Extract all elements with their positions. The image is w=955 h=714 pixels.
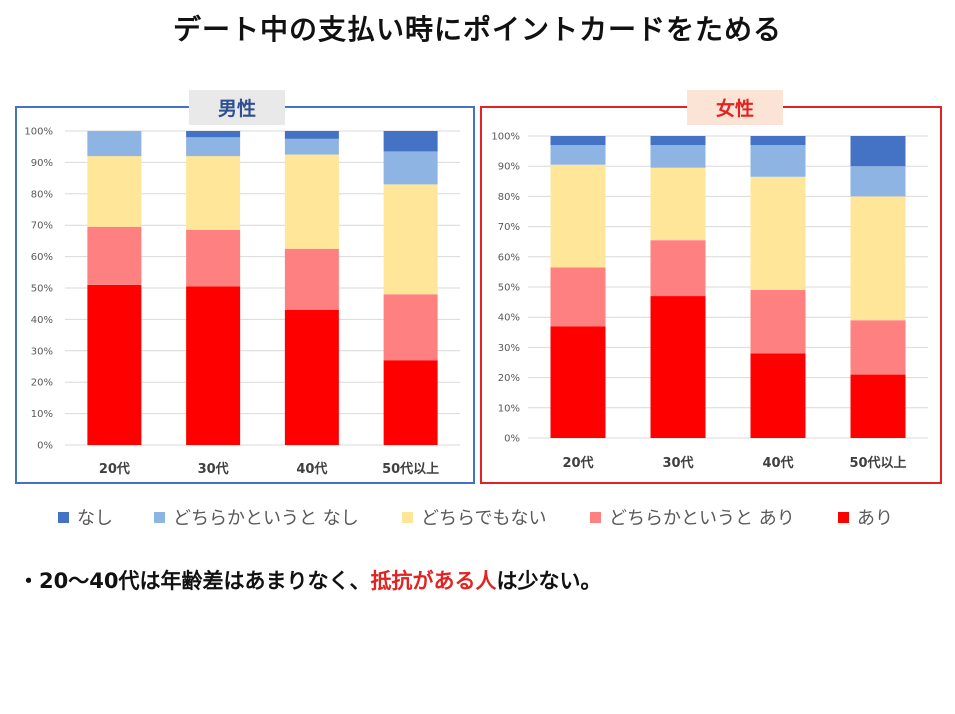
legend-label: あり <box>857 508 893 529</box>
summary-note: ・20〜40代は年齢差はあまりなく、抵抗がある人は少ない。 <box>18 565 601 595</box>
note-suffix: は少ない。 <box>496 569 602 593</box>
bar-segment <box>650 167 706 241</box>
y-tick-label: 40% <box>498 313 520 324</box>
y-tick-label: 20% <box>31 378 53 389</box>
bar-segment <box>850 196 906 321</box>
legend-item-somewhat-nashi: どちらかというと なし <box>154 504 359 530</box>
bar-segment <box>383 294 438 361</box>
bar-segment <box>87 156 142 227</box>
y-tick-label: 70% <box>31 221 53 232</box>
bar-segment <box>186 137 241 157</box>
bar-segment <box>383 151 438 185</box>
bar-segment <box>186 131 241 138</box>
female-chart-panel: 女性 0% 10% 20% 30% 40% 50% 60% 70% 80% 90% 100% 20代 3… <box>480 90 942 484</box>
bar-segment <box>650 296 706 438</box>
y-tick-label: 100% <box>491 132 520 143</box>
legend-label: なし <box>77 508 113 529</box>
y-tick-label: 80% <box>31 189 53 200</box>
bar-segment <box>550 145 606 165</box>
y-tick-label: 90% <box>498 162 520 173</box>
legend-swatch <box>402 511 413 523</box>
bar-segment <box>550 326 606 438</box>
bar-segment <box>186 286 241 445</box>
y-tick-label: 20% <box>498 373 520 384</box>
bar-segment <box>186 229 241 287</box>
legend-swatch <box>154 511 165 523</box>
bar-segment <box>850 166 906 197</box>
y-tick-label: 100% <box>24 127 53 138</box>
bar-segment <box>186 156 241 230</box>
y-tick-label: 50% <box>498 283 520 294</box>
legend-item-nashi: なし <box>58 504 113 530</box>
bar-segment <box>650 136 706 146</box>
bar-segment <box>284 138 339 155</box>
legend-item-neither: どちらでもない <box>402 504 546 530</box>
y-tick-label: 60% <box>498 252 520 263</box>
legend-swatch <box>838 511 849 523</box>
note-prefix: ・20〜40代は年齢差はあまりなく、 <box>18 569 371 593</box>
x-tick-label: 30代 <box>198 461 229 477</box>
bar-segment <box>87 284 142 445</box>
y-tick-label: 40% <box>31 315 53 326</box>
x-tick-label: 50代以上 <box>382 461 439 477</box>
legend-swatch <box>590 511 601 523</box>
y-tick-label: 60% <box>31 252 53 263</box>
chart-legend: なし どちらかというと なし どちらでもない どちらかというと あり あり <box>58 504 938 530</box>
x-tick-label: 30代 <box>662 455 693 471</box>
bar-segment <box>284 131 339 139</box>
x-tick-label: 20代 <box>99 461 130 477</box>
bar-segment <box>550 136 606 146</box>
y-tick-label: 30% <box>498 343 520 354</box>
bar-segment <box>750 353 806 438</box>
bar-segment <box>850 374 906 438</box>
y-tick-label: 50% <box>31 284 53 295</box>
bar-segment <box>383 131 438 152</box>
female-stacked-bar-chart: 0% 10% 20% 30% 40% 50% 60% 70% 80% 90% 100% 20代 30代 4… <box>491 132 928 471</box>
bar-segment <box>284 248 339 310</box>
female-chart-title: 女性 <box>687 90 783 125</box>
y-tick-label: 90% <box>31 158 53 169</box>
bar-segment <box>650 240 706 297</box>
bar-segment <box>550 267 606 327</box>
bar-segment <box>383 360 438 445</box>
male-chart-panel: 男性 0% 10% 20% 30% 40% 50% 60% 70% 80% 90% 100% 20代 3… <box>15 90 475 484</box>
y-tick-label: 70% <box>498 222 520 233</box>
bar-segment <box>850 136 906 167</box>
bar-segment <box>850 320 906 375</box>
bar-segment <box>87 131 142 157</box>
legend-label: どちらでもない <box>421 508 547 529</box>
y-tick-label: 30% <box>31 346 53 357</box>
page-title: デート中の支払い時にポイントカードをためる <box>172 13 782 46</box>
x-tick-label: 40代 <box>296 461 327 477</box>
bar-segment <box>750 145 806 177</box>
male-chart-title: 男性 <box>189 90 285 125</box>
x-tick-label: 20代 <box>562 455 593 471</box>
bar-segment <box>87 226 142 285</box>
bar-segment <box>383 184 438 295</box>
y-tick-label: 0% <box>504 434 520 445</box>
legend-swatch <box>58 511 69 523</box>
legend-item-somewhat-ari: どちらかというと あり <box>590 504 795 530</box>
bar-segment <box>750 176 806 291</box>
legend-item-ari: あり <box>838 504 893 530</box>
legend-label: どちらかというと あり <box>609 508 795 529</box>
x-tick-label: 50代以上 <box>849 455 906 471</box>
y-tick-label: 0% <box>37 441 53 452</box>
bar-segment <box>750 290 806 354</box>
bar-segment <box>550 164 606 268</box>
bar-segment <box>284 309 339 445</box>
y-tick-label: 80% <box>498 192 520 203</box>
bar-segment <box>284 154 339 249</box>
y-tick-label: 10% <box>498 403 520 414</box>
x-tick-label: 40代 <box>762 455 793 471</box>
note-accent: 抵抗がある人 <box>370 569 497 593</box>
y-tick-label: 10% <box>31 409 53 420</box>
legend-label: どちらかというと なし <box>173 508 359 529</box>
bar-segment <box>650 145 706 168</box>
bar-segment <box>750 136 806 146</box>
male-stacked-bar-chart: 0% 10% 20% 30% 40% 50% 60% 70% 80% 90% 100% 20代 30代 4… <box>24 127 460 477</box>
